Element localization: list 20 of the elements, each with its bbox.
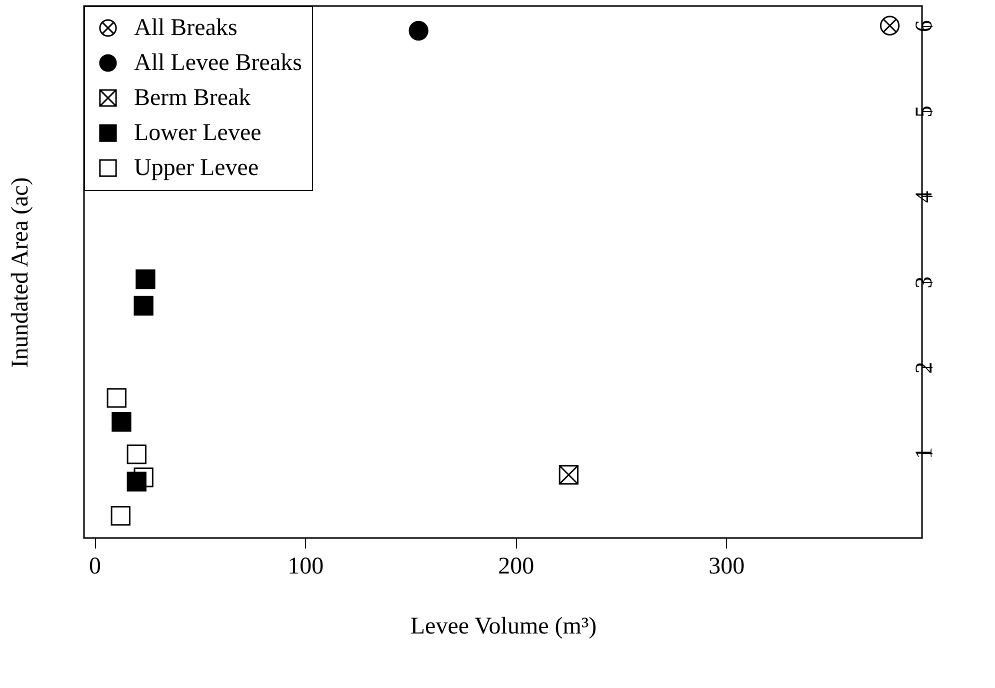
point bbox=[880, 16, 900, 36]
point bbox=[110, 506, 130, 526]
y-axis-title: Inundated Area (ac) bbox=[8, 177, 34, 368]
x-tick-label: 200 bbox=[498, 554, 534, 580]
x-tick-label: 0 bbox=[89, 554, 102, 580]
point bbox=[134, 296, 154, 316]
legend-label: All Levee Breaks bbox=[134, 50, 302, 76]
point bbox=[558, 464, 579, 485]
x-tick-label: 300 bbox=[708, 554, 745, 580]
legend-label: Upper Levee bbox=[134, 155, 259, 181]
legend-label: Berm Break bbox=[134, 85, 251, 111]
point bbox=[106, 388, 126, 408]
point bbox=[112, 412, 132, 432]
x-tick-label: 100 bbox=[288, 554, 324, 580]
point bbox=[136, 269, 156, 290]
point bbox=[126, 444, 146, 464]
x-axis-title: Levee Volume (m³) bbox=[410, 614, 597, 640]
point bbox=[408, 20, 428, 41]
legend-label: Lower Levee bbox=[134, 120, 262, 146]
legend-label: All Breaks bbox=[134, 15, 238, 41]
